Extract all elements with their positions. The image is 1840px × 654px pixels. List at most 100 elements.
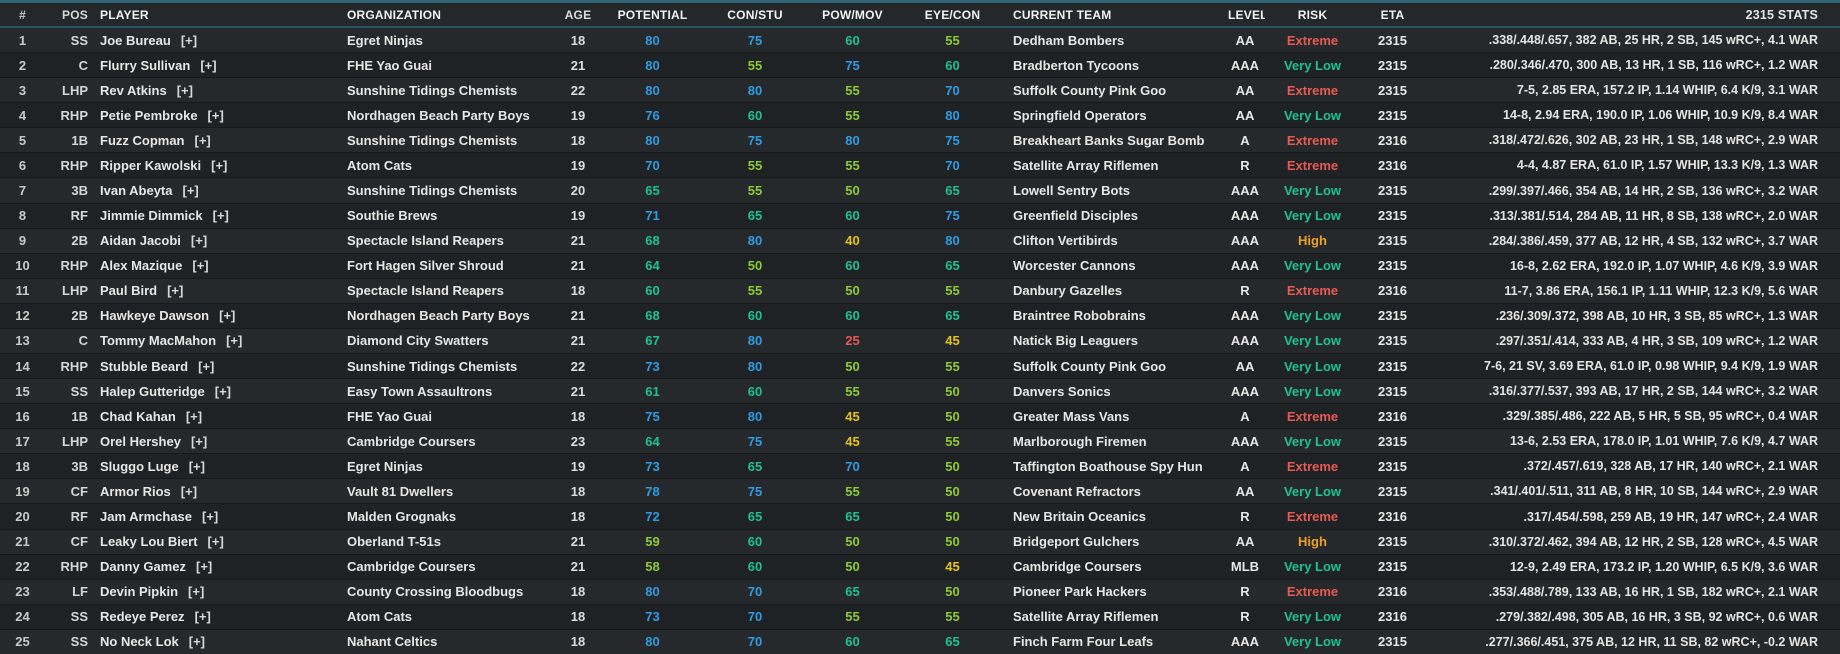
- player-name[interactable]: Leaky Lou Biert: [100, 534, 198, 550]
- player-name[interactable]: No Neck Lok: [100, 634, 179, 650]
- player-name[interactable]: Paul Bird: [100, 283, 158, 299]
- table-row[interactable]: 23 LF Devin Pipkin [+] County Crossing Blood…: [0, 579, 1840, 605]
- column-header-risk[interactable]: RISK: [1297, 7, 1328, 22]
- player-name[interactable]: Alex Mazique: [100, 258, 183, 274]
- team-cell[interactable]: Breakheart Banks Sugar Bomb: [1013, 132, 1205, 148]
- team-cell[interactable]: Pioneer Park Hackers: [1013, 584, 1147, 600]
- column-header-pos[interactable]: POS: [62, 7, 88, 22]
- table-row[interactable]: 6 RHP Ripper Kawolski [+] Atom Cats 19 70 55 55 7…: [0, 153, 1840, 179]
- table-row[interactable]: 25 SS No Neck Lok [+] Nahant Celtics 18 80 70 60…: [0, 629, 1840, 654]
- expand-button[interactable]: [+]: [192, 258, 209, 274]
- player-name[interactable]: Ivan Abeyta: [100, 183, 173, 198]
- player-name[interactable]: Hawkeye Dawson: [100, 308, 210, 324]
- team-cell[interactable]: Bradberton Tycoons: [1013, 57, 1140, 73]
- team-cell[interactable]: Dedham Bombers: [1013, 32, 1125, 48]
- player-name[interactable]: Halep Gutteridge: [100, 383, 205, 399]
- expand-button[interactable]: [+]: [200, 57, 217, 73]
- column-header-organization[interactable]: ORGANIZATION: [347, 7, 442, 22]
- expand-button[interactable]: [+]: [190, 433, 208, 449]
- team-cell[interactable]: Greater Mass Vans: [1013, 408, 1130, 424]
- column-header-con-stu[interactable]: CON/STU: [727, 7, 783, 22]
- table-row[interactable]: 12 2B Hawkeye Dawson [+] Nordhagen Beach Par…: [0, 303, 1840, 329]
- table-row[interactable]: 15 SS Halep Gutteridge [+] Easy Town Assault…: [0, 379, 1840, 405]
- table-row[interactable]: 13 C Tommy MacMahon [+] Diamond City Swatter…: [0, 328, 1840, 355]
- expand-button[interactable]: [+]: [214, 383, 231, 399]
- player-name[interactable]: Aidan Jacobi: [100, 233, 181, 249]
- column-header-current-team[interactable]: CURRENT TEAM: [1013, 7, 1112, 22]
- expand-button[interactable]: [+]: [185, 408, 203, 424]
- table-row[interactable]: 20 RF Jam Armchase [+] Malden Grognaks 18 72 65…: [0, 504, 1840, 530]
- table-row[interactable]: 18 3B Sluggo Luge [+] Egret Ninjas 19 73 65 70 50…: [0, 454, 1840, 480]
- expand-button[interactable]: [+]: [176, 82, 193, 98]
- expand-button[interactable]: [+]: [212, 208, 229, 224]
- column-header-potential[interactable]: POTENTIAL: [617, 7, 688, 22]
- player-name[interactable]: Sluggo Luge: [100, 458, 179, 474]
- column-header-player[interactable]: PLAYER: [100, 7, 149, 22]
- player-name[interactable]: Orel Hershey: [100, 433, 181, 449]
- table-row[interactable]: 1 SS Joe Bureau [+] Egret Ninjas 18 80 75 60 55 De…: [0, 28, 1840, 54]
- team-cell[interactable]: Suffolk County Pink Goo: [1013, 358, 1167, 374]
- player-name[interactable]: Rev Atkins: [100, 82, 167, 98]
- player-name[interactable]: Jam Armchase: [100, 509, 193, 525]
- team-cell[interactable]: Suffolk County Pink Goo: [1013, 82, 1167, 98]
- player-name[interactable]: Devin Pipkin: [100, 584, 179, 600]
- expand-button[interactable]: [+]: [182, 183, 199, 198]
- column-header-2315-stats[interactable]: 2315 STATS: [1745, 7, 1818, 22]
- expand-button[interactable]: [+]: [207, 534, 224, 550]
- team-cell[interactable]: Satellite Array Riflemen: [1013, 609, 1159, 625]
- column-header-level[interactable]: LEVEL: [1228, 7, 1265, 22]
- player-name[interactable]: Stubble Beard: [100, 358, 189, 374]
- column-header-eta[interactable]: ETA: [1380, 7, 1405, 22]
- expand-button[interactable]: [+]: [207, 107, 224, 123]
- expand-button[interactable]: [+]: [202, 509, 219, 525]
- team-cell[interactable]: Natick Big Leaguers: [1013, 333, 1138, 349]
- player-name[interactable]: Ripper Kawolski: [100, 157, 202, 173]
- table-row[interactable]: 9 2B Aidan Jacobi [+] Spectacle Island Reape…: [0, 228, 1840, 254]
- expand-button[interactable]: [+]: [194, 609, 211, 625]
- team-cell[interactable]: Springfield Operators: [1013, 107, 1147, 123]
- player-name[interactable]: Armor Rios: [100, 483, 171, 499]
- column-header-age[interactable]: AGE: [564, 7, 592, 22]
- column-header-num[interactable]: #: [19, 7, 26, 22]
- team-cell[interactable]: New Britain Oceanics: [1013, 509, 1146, 525]
- player-name[interactable]: Joe Bureau: [100, 32, 171, 48]
- player-name[interactable]: Jimmie Dimmick: [100, 208, 203, 224]
- table-row[interactable]: 8 RF Jimmie Dimmick [+] Southie Brews 19 71 65 6…: [0, 203, 1840, 229]
- table-row[interactable]: 2 C Flurry Sullivan [+] FHE Yao Guai 21 80 55 75…: [0, 53, 1840, 79]
- team-cell[interactable]: Cambridge Coursers: [1013, 559, 1142, 575]
- player-name[interactable]: Petie Pembroke: [100, 107, 198, 123]
- player-name[interactable]: Danny Gamez: [100, 559, 186, 575]
- table-row[interactable]: 4 RHP Petie Pembroke [+] Nordhagen Beach Par…: [0, 103, 1840, 129]
- team-cell[interactable]: Clifton Vertibirds: [1013, 233, 1118, 249]
- team-cell[interactable]: Danvers Sonics: [1013, 383, 1111, 399]
- team-cell[interactable]: Worcester Cannons: [1013, 258, 1136, 274]
- table-row[interactable]: 11 LHP Paul Bird [+] Spectacle Island Reaper…: [0, 278, 1840, 304]
- expand-button[interactable]: [+]: [219, 308, 236, 324]
- expand-button[interactable]: [+]: [188, 634, 205, 650]
- expand-button[interactable]: [+]: [180, 32, 198, 48]
- player-name[interactable]: Redeye Perez: [100, 609, 185, 625]
- column-header-pow-mov[interactable]: POW/MOV: [822, 7, 883, 22]
- team-cell[interactable]: Taffington Boathouse Spy Hun: [1013, 458, 1203, 474]
- expand-button[interactable]: [+]: [195, 559, 213, 575]
- table-row[interactable]: 3 LHP Rev Atkins [+] Sunshine Tidings Chemis…: [0, 78, 1840, 104]
- table-row[interactable]: 14 RHP Stubble Beard [+] Sunshine Tidings Ch…: [0, 354, 1840, 380]
- table-row[interactable]: 21 CF Leaky Lou Biert [+] Oberland T-51s 21 59…: [0, 529, 1840, 555]
- table-row[interactable]: 7 3B Ivan Abeyta [+] Sunshine Tidings Chemis…: [0, 178, 1840, 204]
- team-cell[interactable]: Bridgeport Gulchers: [1013, 534, 1140, 550]
- team-cell[interactable]: Satellite Array Riflemen: [1013, 157, 1159, 173]
- table-row[interactable]: 22 RHP Danny Gamez [+] Cambridge Coursers 21 5…: [0, 554, 1840, 580]
- team-cell[interactable]: Greenfield Disciples: [1013, 208, 1138, 224]
- table-row[interactable]: 17 LHP Orel Hershey [+] Cambridge Coursers 23…: [0, 429, 1840, 455]
- table-row[interactable]: 16 1B Chad Kahan [+] FHE Yao Guai 18 75 80 45 50 G…: [0, 404, 1840, 430]
- table-row[interactable]: 5 1B Fuzz Copman [+] Sunshine Tidings Chemis…: [0, 128, 1840, 154]
- player-name[interactable]: Flurry Sullivan: [100, 57, 191, 73]
- expand-button[interactable]: [+]: [190, 233, 208, 249]
- player-name[interactable]: Chad Kahan: [100, 408, 176, 424]
- expand-button[interactable]: [+]: [167, 283, 184, 299]
- table-row[interactable]: 10 RHP Alex Mazique [+] Fort Hagen Silver Sh…: [0, 253, 1840, 279]
- team-cell[interactable]: Braintree Robobrains: [1013, 308, 1146, 324]
- table-row[interactable]: 19 CF Armor Rios [+] Vault 81 Dwellers 18 78 75…: [0, 479, 1840, 505]
- team-cell[interactable]: Danbury Gazelles: [1013, 283, 1123, 299]
- expand-button[interactable]: [+]: [211, 157, 228, 173]
